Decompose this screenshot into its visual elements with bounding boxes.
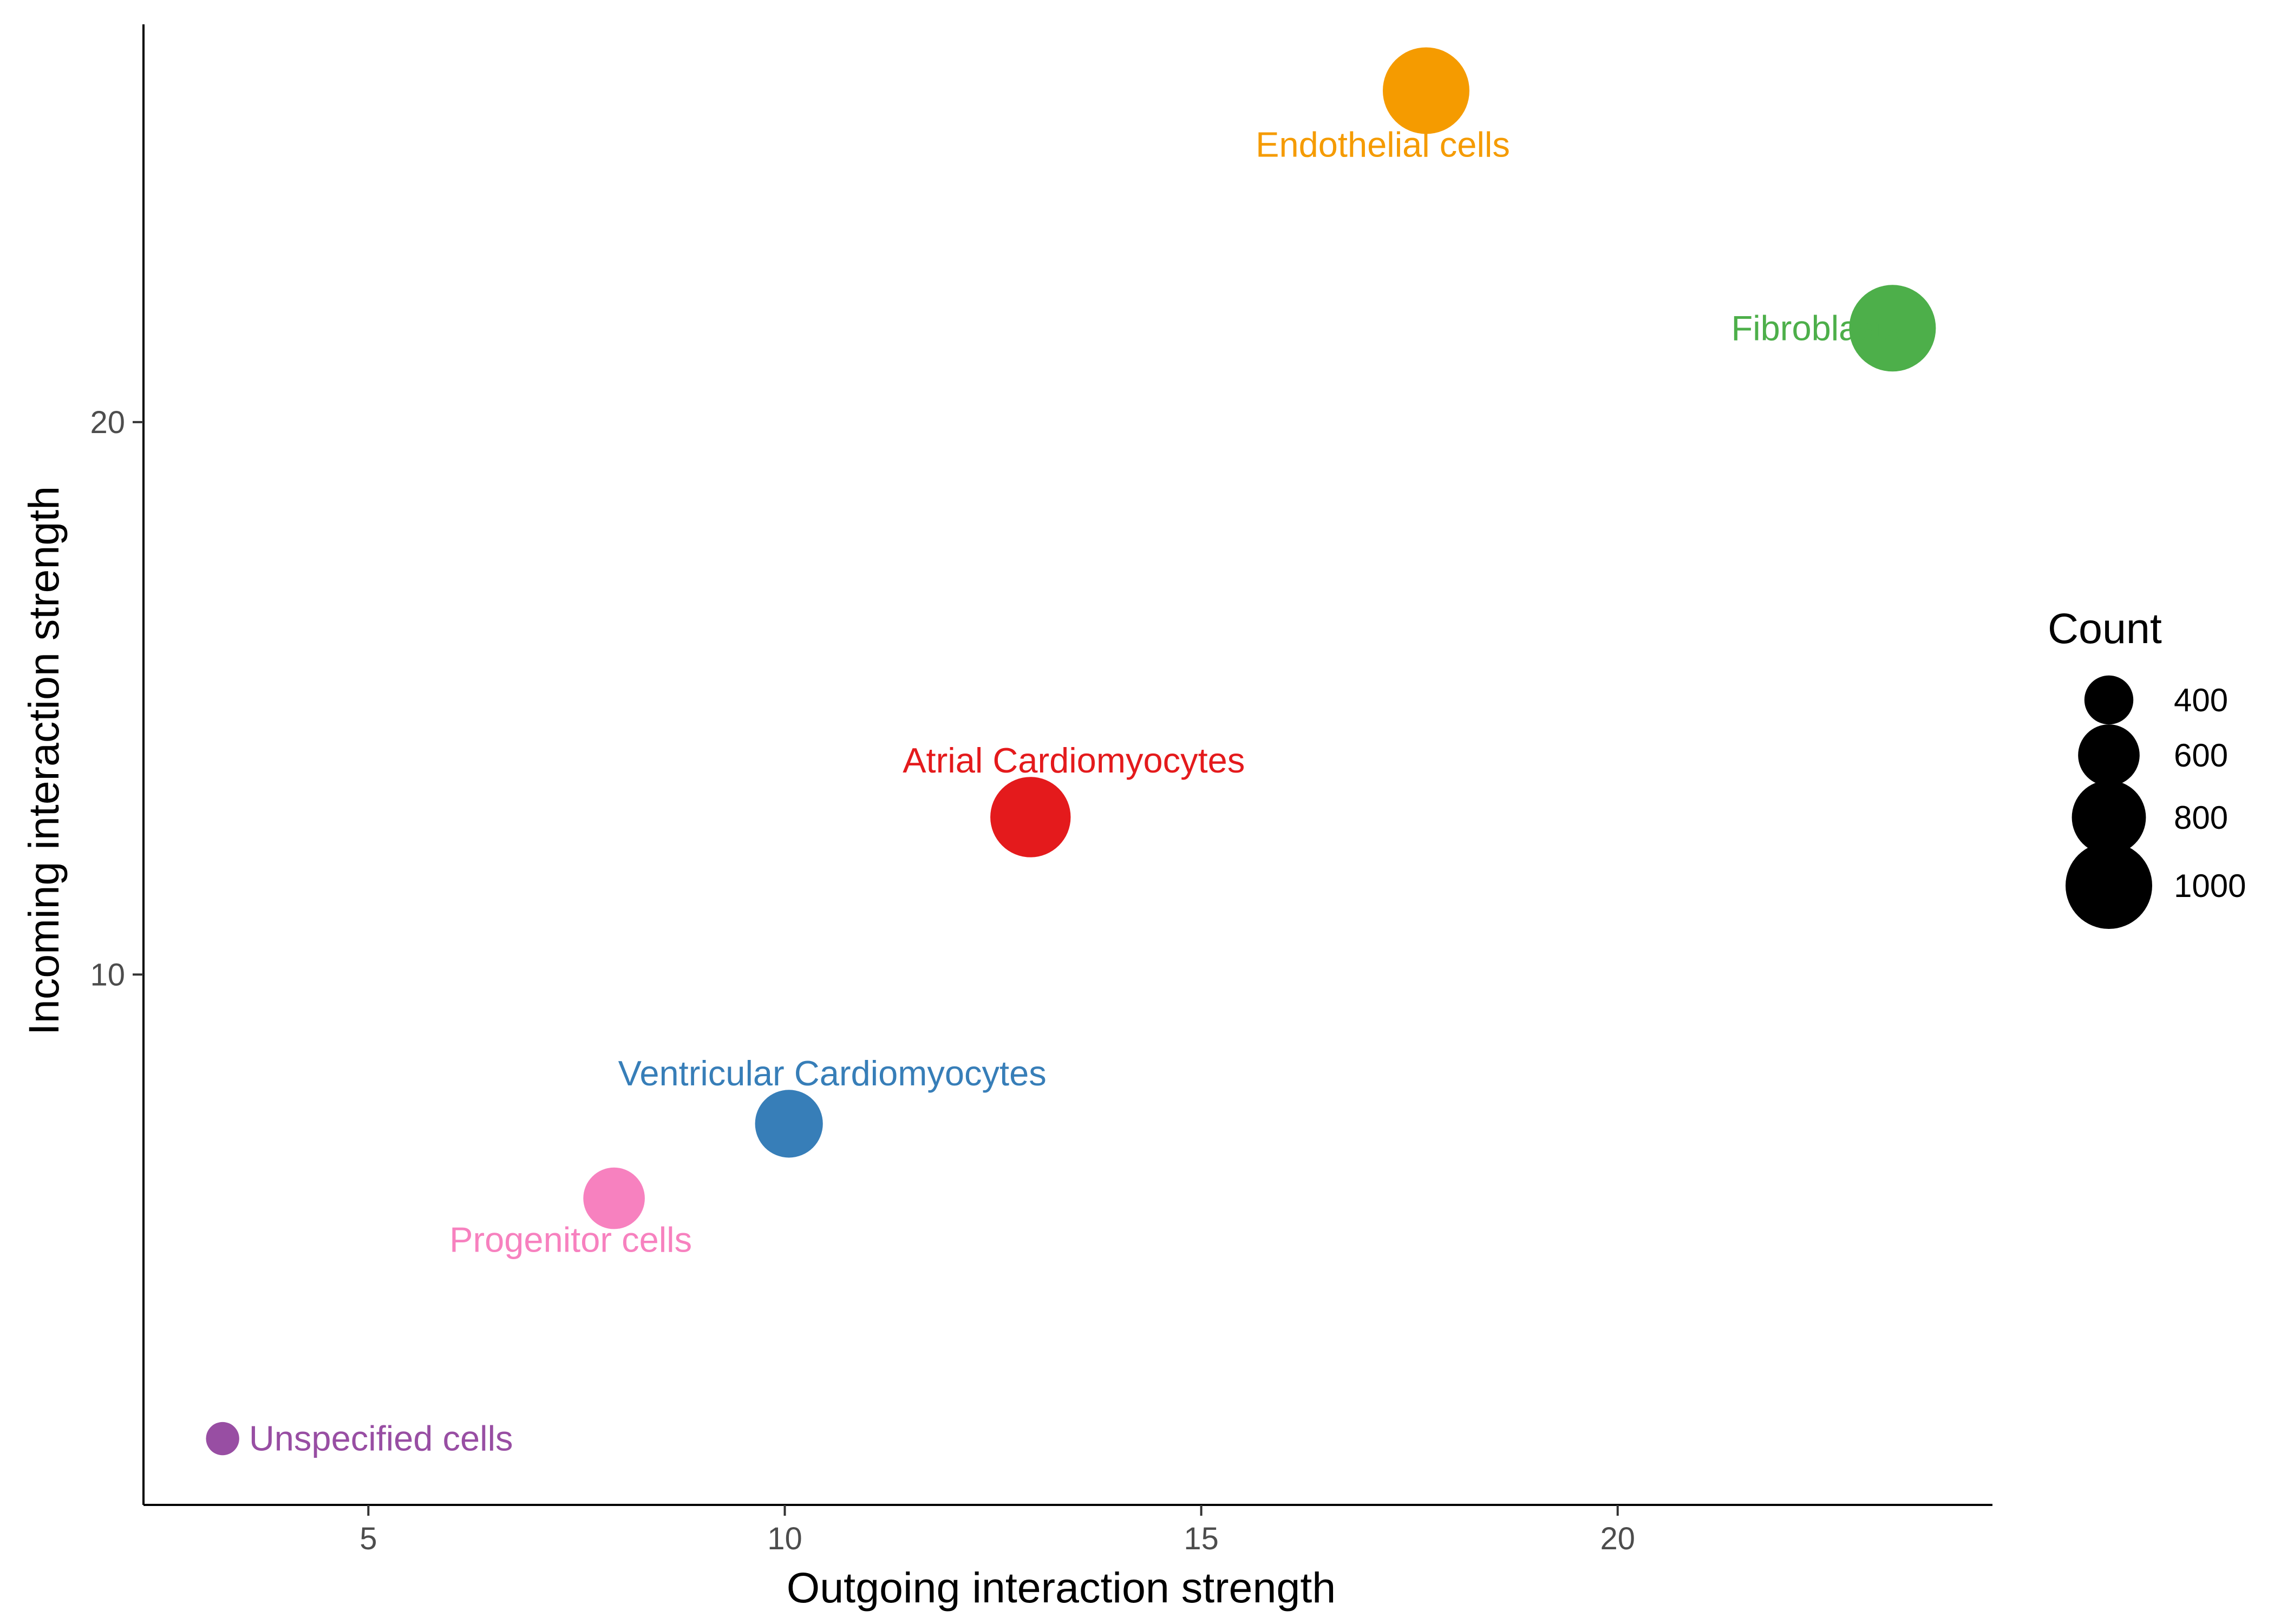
legend-label-400: 400 <box>2174 682 2228 718</box>
point-label-atrial-cardiomyocytes: Atrial Cardiomyocytes <box>903 741 1245 780</box>
y-tick-label: 20 <box>90 405 125 440</box>
x-tick-label: 20 <box>1600 1521 1636 1556</box>
point-progenitor-cells <box>583 1167 645 1229</box>
point-label-fibroblasts: Fibroblasts <box>1731 308 1904 348</box>
legend-key-400 <box>2084 675 2134 725</box>
x-tick-label: 5 <box>360 1521 377 1556</box>
legend-label-800: 800 <box>2174 800 2228 836</box>
legend-key-1000 <box>2066 842 2152 929</box>
y-axis-title: Incoming interaction strength <box>19 486 68 1035</box>
point-labels: Endothelial cells Fibroblasts Atrial Cardi… <box>249 125 1904 1458</box>
data-points <box>206 47 1936 1456</box>
x-tick-label: 15 <box>1184 1521 1219 1556</box>
legend-label-600: 600 <box>2174 737 2228 774</box>
y-tick-label: 10 <box>90 957 125 992</box>
point-label-progenitor-cells: Progenitor cells <box>449 1220 692 1259</box>
point-ventricular-cardiomyocytes <box>755 1090 823 1158</box>
point-label-unspecified-cells: Unspecified cells <box>249 1419 513 1458</box>
legend-key-600 <box>2078 724 2140 786</box>
point-unspecified-cells <box>206 1422 239 1456</box>
point-atrial-cardiomyocytes <box>990 777 1071 857</box>
axis-ticks: 5 10 15 20 10 20 <box>90 405 1635 1556</box>
x-axis-title: Outgoing interaction strength <box>787 1563 1336 1612</box>
point-label-ventricular-cardiomyocytes: Ventricular Cardiomyocytes <box>618 1053 1047 1093</box>
legend: Count 400 600 800 1000 <box>2048 604 2246 929</box>
point-endothelial-cells <box>1382 47 1469 134</box>
point-fibroblasts <box>1849 285 1936 372</box>
x-tick-label: 10 <box>767 1521 802 1556</box>
legend-key-800 <box>2072 780 2146 855</box>
legend-label-1000: 1000 <box>2174 868 2246 904</box>
point-label-endothelial-cells: Endothelial cells <box>1256 125 1510 164</box>
legend-title: Count <box>2048 604 2162 652</box>
axes <box>142 24 1992 1506</box>
